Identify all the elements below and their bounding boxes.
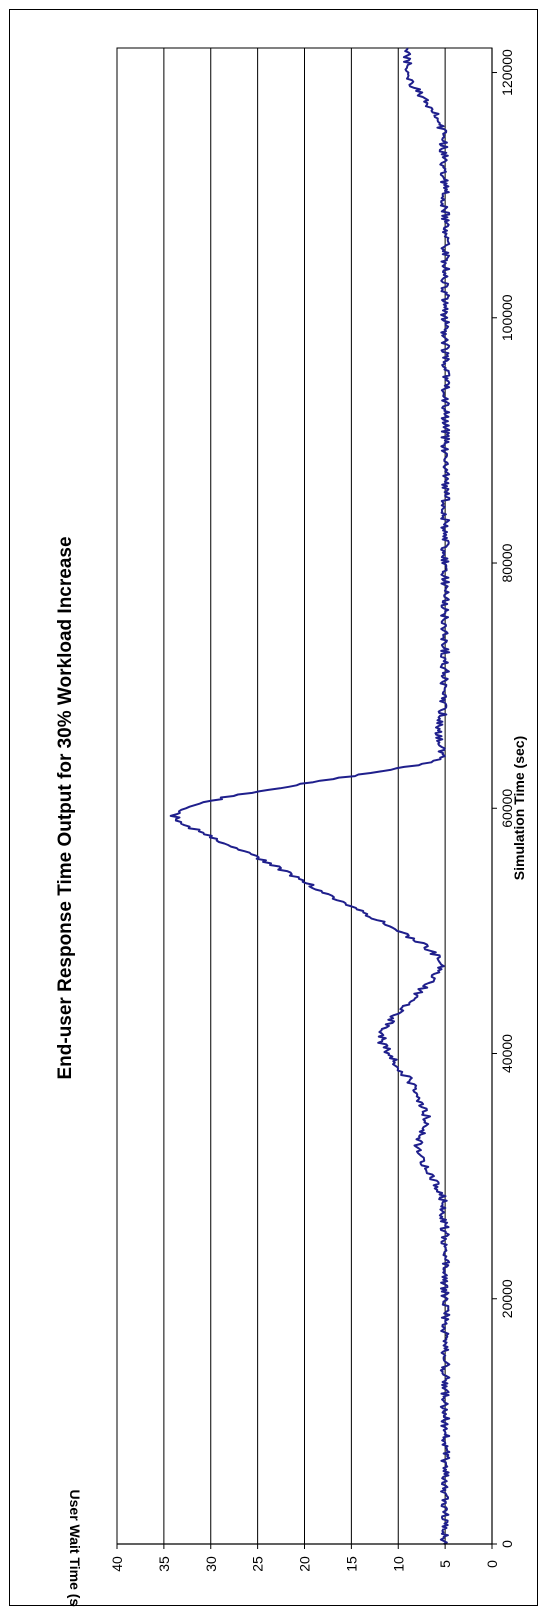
y-tick-label-35: 35 bbox=[156, 1556, 172, 1572]
series-group bbox=[169, 47, 451, 1545]
series-line-0 bbox=[169, 47, 451, 1545]
y-axis-label: User Wait Time (sec) bbox=[67, 1490, 83, 1607]
x-tick-label-60000: 60000 bbox=[499, 789, 515, 828]
chart-title: End-user Response Time Output for 30% Wo… bbox=[55, 536, 76, 1079]
x-tick-label-40000: 40000 bbox=[499, 1034, 515, 1073]
y-tick-label-40: 40 bbox=[109, 1556, 125, 1572]
x-tick-labels: 0 20000 40000 60000 80000 100000 120000 bbox=[492, 49, 515, 1548]
y-tick-labels: 0 5 10 15 20 25 30 35 40 bbox=[109, 1544, 500, 1572]
y-tick-label-5: 5 bbox=[437, 1560, 453, 1568]
chart-frame: 0 20000 40000 60000 80000 100000 120000 0 5 10 15… bbox=[9, 9, 538, 1607]
y-tick-label-30: 30 bbox=[203, 1556, 219, 1572]
y-tick-label-15: 15 bbox=[343, 1556, 359, 1572]
x-tick-label-20000: 20000 bbox=[499, 1279, 515, 1318]
x-tick-label-80000: 80000 bbox=[499, 543, 515, 582]
x-tick-label-100000: 100000 bbox=[499, 294, 515, 341]
y-tick-label-0: 0 bbox=[484, 1560, 500, 1568]
x-tick-label-120000: 120000 bbox=[499, 49, 515, 96]
chart-svg: 0 20000 40000 60000 80000 100000 120000 0 5 10 15… bbox=[55, 47, 527, 1607]
y-tick-label-10: 10 bbox=[390, 1556, 406, 1572]
y-tick-label-25: 25 bbox=[250, 1556, 266, 1572]
x-tick-label-0: 0 bbox=[499, 1540, 515, 1548]
y-tick-label-20: 20 bbox=[297, 1556, 313, 1572]
x-axis-label: Simulation Time (sec) bbox=[511, 736, 527, 880]
